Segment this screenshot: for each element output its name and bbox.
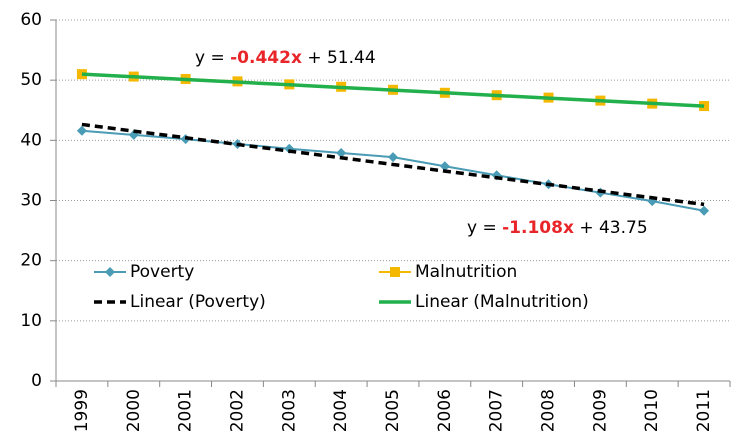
legend-label: Poverty	[130, 262, 194, 282]
trend-line	[81, 122, 705, 207]
y-tick-label: 40	[20, 130, 42, 150]
x-tick-label: 2007	[487, 389, 507, 432]
x-tick-label: 1999	[72, 389, 92, 432]
equation-prefix: y =	[467, 218, 502, 238]
x-tick-label: 2002	[227, 389, 247, 432]
trend-equation: y = -1.108x + 43.75	[467, 218, 648, 238]
x-tick-label: 2008	[539, 389, 559, 432]
equation-prefix: y =	[195, 48, 230, 68]
point	[105, 267, 115, 277]
x-tick-label: 2004	[331, 389, 351, 432]
x-tick-label: 2006	[435, 389, 455, 432]
point	[390, 267, 400, 277]
trend-line	[81, 72, 705, 108]
y-tick-label: 60	[20, 10, 42, 30]
y-tick-label: 0	[31, 371, 42, 391]
equation-suffix: + 43.75	[574, 218, 648, 238]
x-tick-label: 2010	[642, 389, 662, 432]
equation-coef: -1.108x	[502, 218, 574, 238]
point	[336, 147, 347, 158]
point	[439, 161, 450, 172]
series-line	[81, 129, 705, 212]
point	[388, 152, 398, 163]
point	[699, 205, 710, 216]
y-tick-label: 10	[20, 311, 42, 331]
x-tick-label: 2001	[176, 389, 196, 432]
y-tick-label: 30	[20, 191, 42, 211]
y-tick-label: 20	[20, 251, 42, 271]
x-tick-label: 2003	[279, 389, 299, 432]
x-tick-label: 2000	[124, 389, 144, 432]
point	[76, 125, 87, 136]
x-tick-label: 2005	[383, 389, 403, 432]
x-tick-label: 2009	[590, 389, 610, 432]
y-tick-label: 50	[20, 70, 42, 90]
x-tick-label: 2011	[694, 389, 714, 432]
equation-coef: -0.442x	[230, 48, 302, 68]
equation-suffix: + 51.44	[302, 48, 376, 68]
legend-label: Malnutrition	[415, 262, 517, 282]
legend-label: Linear (Poverty)	[130, 292, 266, 312]
legend-label: Linear (Malnutrition)	[415, 292, 589, 312]
trend-equation: y = -0.442x + 51.44	[195, 48, 376, 68]
